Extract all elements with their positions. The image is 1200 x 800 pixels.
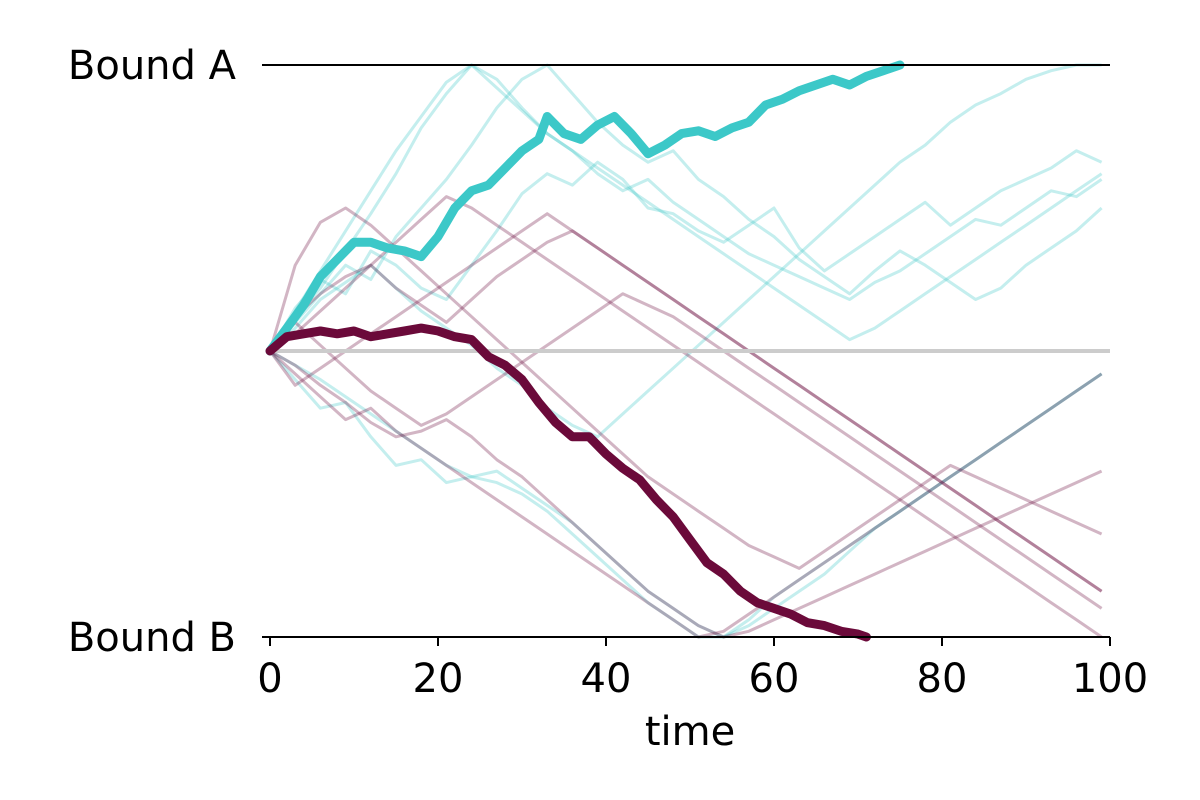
x-tick-label-20: 20 — [413, 656, 464, 702]
x-tick-label-0: 0 — [257, 656, 282, 702]
bound-a-label: Bound A — [68, 43, 237, 89]
background-series-line-0 — [268, 149, 1103, 352]
background-series-line-11 — [268, 349, 1103, 639]
background-series-group — [268, 63, 1103, 639]
background-series-line-2 — [268, 63, 1103, 352]
x-tick-label-60: 60 — [749, 656, 800, 702]
background-series-line-12 — [269, 195, 1103, 639]
background-series-line-9 — [268, 229, 1103, 593]
background-series-line-10 — [268, 292, 1103, 610]
x-tick-label-80: 80 — [917, 656, 968, 702]
background-series-line-8 — [269, 349, 1103, 639]
bound-b-label: Bound B — [68, 615, 236, 661]
background-series-line-1 — [268, 63, 1103, 352]
x-axis-title: time — [645, 709, 735, 755]
background-series-line-5 — [268, 63, 1103, 352]
highlight-series-line-1 — [265, 323, 871, 642]
highlight-series-group — [265, 60, 905, 642]
x-tick-label-40: 40 — [581, 656, 632, 702]
background-series-line-6 — [268, 350, 1103, 639]
x-tick-label-100: 100 — [1072, 656, 1148, 702]
background-series-line-7 — [268, 206, 1103, 570]
x-axis-ticks: 0 20 40 60 80 100 — [257, 637, 1148, 702]
background-series-line-13 — [268, 212, 1103, 593]
highlight-series-line-0 — [265, 60, 905, 356]
background-series-line-4 — [269, 349, 1103, 639]
background-series-line-3 — [268, 63, 1102, 439]
